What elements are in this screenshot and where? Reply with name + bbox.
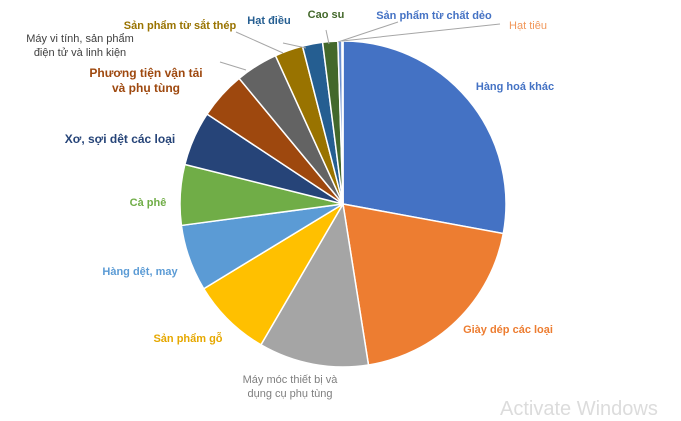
leader-line-cao-su: [325, 29, 330, 45]
slice-label-may-vi-tinh-san-pham-dien-tu-va-linh-kien: Máy vi tính, sản phẩm điện tử và linh kiệ…: [26, 33, 134, 59]
slice-label-san-pham-tu-sat-thep: Sản phẩm từ sắt thép: [124, 19, 237, 32]
leader-line-may-vi-tinh-san-pham-dien-tu-va-linh-kien: [219, 61, 247, 71]
pie-slice-giay-dep-cac-loai: [342, 203, 505, 366]
slice-label-hang-det-may: Hàng dệt, may: [102, 266, 178, 278]
slice-label-ca-phe: Cà phê: [130, 197, 167, 209]
leader-line-san-pham-tu-sat-thep: [235, 31, 284, 54]
slice-label-may-moc-thiet-bi-va-dung-cu-phu-tung: Máy móc thiết bị và dụng cụ phụ tùng: [243, 374, 339, 400]
leader-line-hat-dieu: [282, 42, 307, 49]
slice-label-san-pham-go: Sản phẩm gỗ: [153, 332, 222, 345]
slice-label-hang-hoa-khac: Hàng hoá khác: [476, 81, 554, 93]
activate-windows-watermark: Activate Windows: [500, 398, 658, 420]
slice-label-hat-tieu: Hạt tiêu: [509, 20, 547, 32]
leader-line-san-pham-tu-chat-deo: [337, 21, 399, 43]
slice-label-phuong-tien-van-tai-va-phu-tung: Phương tiện vận tải và phụ tùng: [89, 66, 202, 95]
slice-label-cao-su: Cao su: [308, 9, 345, 21]
slice-label-san-pham-tu-chat-deo: Sản phẩm từ chất dẻo: [376, 10, 492, 22]
pie-slice-hat-tieu: [341, 40, 344, 205]
pie-slices: [179, 40, 507, 368]
slice-label-hat-dieu: Hạt điều: [247, 15, 290, 27]
slice-labels: Hàng hoá khác Giày dép các loại Máy móc th…: [26, 9, 554, 400]
slice-label-xo-soi-det-cac-loai: Xơ, sợi dệt các loại: [65, 132, 175, 146]
slice-label-giay-dep-cac-loai: Giày dép các loại: [463, 324, 553, 336]
pie-slice-hang-hoa-khac: [342, 40, 507, 235]
leader-lines: [219, 21, 501, 71]
pie-slice-may-moc-thiet-bi-va-dung-cu-phu-tung: [259, 201, 370, 368]
leader-line-hat-tieu: [341, 23, 501, 42]
